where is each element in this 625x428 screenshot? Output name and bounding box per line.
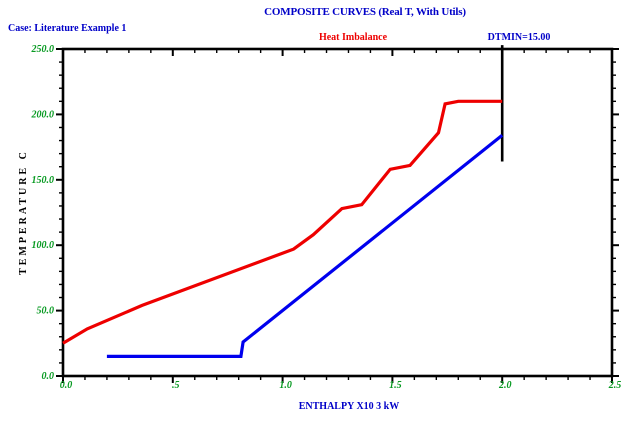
x-tick-label: .5 (172, 380, 180, 391)
plot-frame (61, 47, 614, 378)
y-tick-label: 50.0 (37, 306, 55, 317)
dtmin-label: DTMIN=15.00 (487, 32, 551, 43)
y-tick-label: 0.0 (42, 371, 55, 382)
y-tick-label: 250.0 (31, 44, 55, 55)
chart-title: COMPOSITE CURVES (Real T, With Utils) (264, 6, 466, 18)
x-axis-title: ENTHALPY X10 3 kW (298, 401, 400, 412)
x-tick-label: 1.0 (279, 380, 292, 391)
x-tick-label: 0.0 (60, 380, 73, 391)
case-label: Case: Literature Example 1 (8, 23, 127, 34)
hot-composite-curve (62, 99, 503, 345)
x-tick-label: 1.5 (389, 380, 402, 391)
cold-composite-curve (106, 134, 504, 358)
x-tick-label: 2.5 (608, 380, 622, 391)
y-tick-label: 200.0 (31, 109, 55, 120)
y-tick-label: 150.0 (32, 175, 55, 186)
x-tick-label: 2.0 (498, 380, 512, 391)
y-tick-label: 100.0 (32, 240, 55, 251)
heat-imbalance-label: Heat Imbalance (318, 32, 388, 43)
